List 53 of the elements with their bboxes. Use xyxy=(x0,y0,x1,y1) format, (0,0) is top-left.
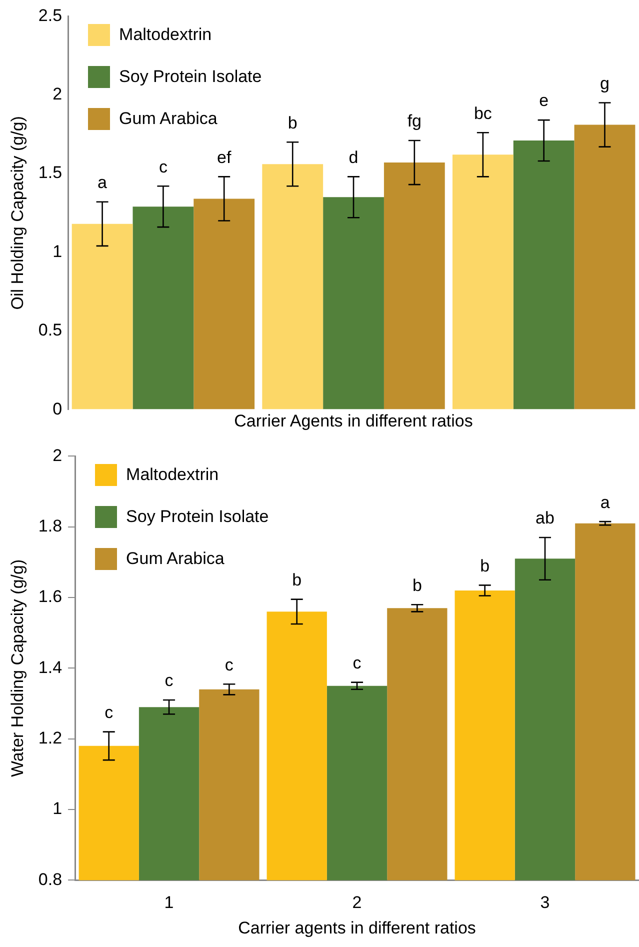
data-label: bc xyxy=(474,104,492,123)
legend-label: Soy Protein Isolate xyxy=(119,67,262,88)
y-tick-label: 1.2 xyxy=(38,728,62,748)
data-label: c xyxy=(352,654,362,673)
y-tick-label: 1 xyxy=(52,799,62,818)
y-tick-label: 0.8 xyxy=(38,870,62,889)
data-label: a xyxy=(98,173,108,192)
data-label: b xyxy=(292,570,302,590)
bar xyxy=(194,198,255,410)
legend-label: Maltodextrin xyxy=(126,465,219,486)
data-label: a xyxy=(600,492,610,512)
bar xyxy=(452,154,514,410)
legend-label: Soy Protein Isolate xyxy=(126,507,269,528)
y-tick-label: 2.5 xyxy=(38,6,62,25)
data-label: c xyxy=(158,157,168,176)
x-tick-label: 3 xyxy=(540,893,550,912)
bar xyxy=(262,164,324,410)
data-label: fg xyxy=(407,112,422,131)
data-label: g xyxy=(600,74,610,93)
bar xyxy=(513,140,574,410)
data-label: d xyxy=(348,148,358,167)
data-label: ef xyxy=(217,148,232,167)
bar xyxy=(384,162,445,410)
y-tick-label: 1.4 xyxy=(38,658,62,677)
data-label: b xyxy=(480,556,490,576)
legend-label: Gum Arabica xyxy=(119,109,218,130)
bar xyxy=(574,124,636,410)
y-axis-title: Water Holding Capacity (g/g) xyxy=(8,559,27,778)
x-axis-title: Carrier agents in different ratios xyxy=(238,918,476,938)
bar xyxy=(72,224,133,410)
legend-label: Gum Arabica xyxy=(126,549,224,570)
data-label: ab xyxy=(536,508,554,528)
x-tick-label: 1 xyxy=(164,893,174,912)
y-tick-label: 2 xyxy=(52,84,62,104)
y-tick-label: 1.5 xyxy=(38,163,62,182)
y-tick-label: 2 xyxy=(52,446,62,465)
bar xyxy=(132,206,194,410)
data-label: c xyxy=(164,671,174,690)
y-tick-label: 1.6 xyxy=(38,587,62,606)
y-tick-label: 1 xyxy=(52,242,62,261)
y-tick-label: 1.8 xyxy=(38,516,62,536)
legend-label: Maltodextrin xyxy=(119,25,212,46)
data-label: b xyxy=(288,113,298,132)
data-label: c xyxy=(104,702,114,722)
data-label: c xyxy=(224,655,234,674)
x-axis-title: Carrier Agents in different ratios xyxy=(234,411,473,430)
x-tick-label: 2 xyxy=(352,893,362,912)
y-tick-label: 0 xyxy=(52,399,62,418)
y-tick-label: 0.5 xyxy=(38,320,62,340)
data-label: e xyxy=(539,91,549,110)
bar xyxy=(323,197,384,410)
y-axis-title: Oil Holding Capacity (g/g) xyxy=(8,116,27,310)
data-label: b xyxy=(412,576,422,595)
